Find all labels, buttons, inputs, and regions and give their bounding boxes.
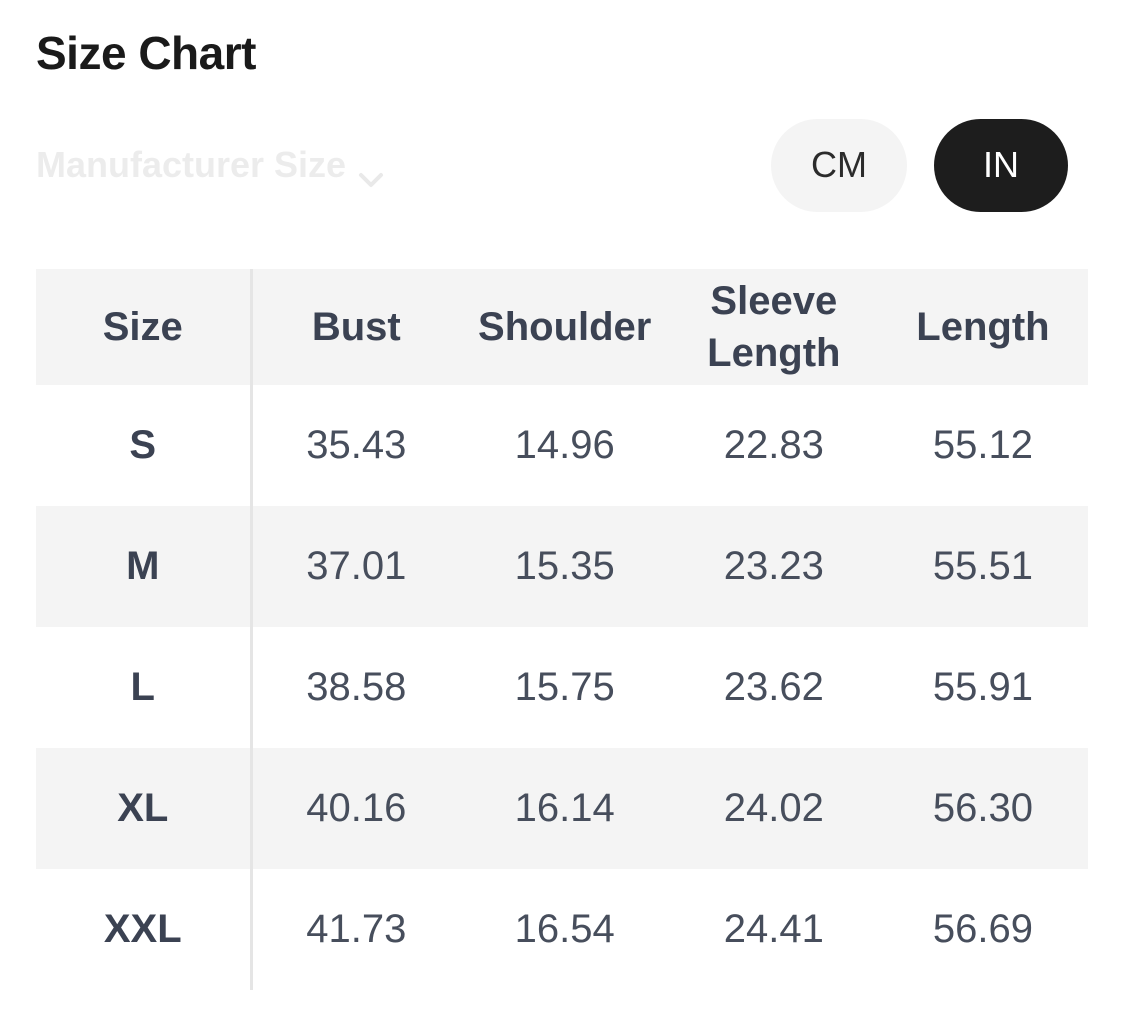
manufacturer-size-dropdown[interactable]: Manufacturer Size: [36, 144, 384, 187]
controls-row: Manufacturer Size CM IN: [36, 118, 1089, 212]
size-table-body: S 35.43 14.96 22.83 55.12 M 37.01 15.35 …: [36, 385, 1088, 990]
size-table-header: Size Bust Shoulder Sleeve Length Length: [36, 269, 1088, 385]
page-title: Size Chart: [36, 27, 256, 79]
column-header-length: Length: [878, 269, 1088, 385]
length-cell: 55.51: [932, 544, 1033, 588]
size-cell: XXL: [36, 869, 253, 990]
manufacturer-size-label: Manufacturer Size: [36, 144, 347, 185]
length-cell: 56.30: [932, 786, 1033, 830]
shoulder-cell: 14.96: [514, 423, 615, 467]
table-row-l: L 38.58 15.75 23.62 55.91: [36, 627, 1088, 748]
table-row-s: S 35.43 14.96 22.83 55.12: [36, 385, 1088, 506]
sleeve-length-cell: 24.41: [723, 907, 824, 951]
sleeve-length-cell: 23.23: [723, 544, 824, 588]
bust-cell: 38.58: [306, 665, 407, 709]
column-header-bust: Bust: [251, 269, 461, 385]
size-table: Size Bust Shoulder Sleeve Length Length …: [36, 269, 1089, 990]
sleeve-length-cell: 23.62: [723, 665, 824, 709]
bust-cell: 40.16: [306, 786, 407, 830]
length-cell: 55.91: [932, 665, 1033, 709]
bust-cell: 37.01: [306, 544, 407, 588]
table-row-xxl: XXL 41.73 16.54 24.41 56.69: [36, 869, 1088, 990]
sleeve-length-cell: 24.02: [723, 786, 824, 830]
bust-cell: 35.43: [306, 423, 407, 467]
shoulder-cell: 15.35: [514, 544, 615, 588]
chevron-down-icon: [358, 156, 384, 187]
column-header-shoulder: Shoulder: [460, 269, 670, 385]
column-header-size: Size: [36, 269, 253, 385]
sleeve-length-cell: 22.83: [723, 423, 824, 467]
size-cell: L: [36, 627, 253, 748]
unit-in-button[interactable]: IN: [934, 118, 1068, 212]
table-row-m: M 37.01 15.35 23.23 55.51: [36, 506, 1088, 627]
table-row-xl: XL 40.16 16.14 24.02 56.30: [36, 748, 1088, 869]
header-row: Size Bust Shoulder Sleeve Length Length: [36, 269, 1088, 385]
unit-cm-button[interactable]: CM: [771, 118, 907, 212]
shoulder-cell: 16.14: [514, 786, 615, 830]
bust-cell: 41.73: [306, 907, 407, 951]
unit-toggle: CM IN: [771, 118, 1068, 212]
size-chart-panel: Size Chart Manufacturer Size CM IN Size …: [0, 30, 1125, 990]
shoulder-cell: 15.75: [514, 665, 615, 709]
shoulder-cell: 16.54: [514, 907, 615, 951]
length-cell: 56.69: [932, 907, 1033, 951]
size-cell: M: [36, 506, 253, 627]
size-cell: S: [36, 385, 253, 506]
length-cell: 55.12: [932, 423, 1033, 467]
column-header-sleeve-length: Sleeve Length: [669, 269, 879, 385]
size-cell: XL: [36, 748, 253, 869]
